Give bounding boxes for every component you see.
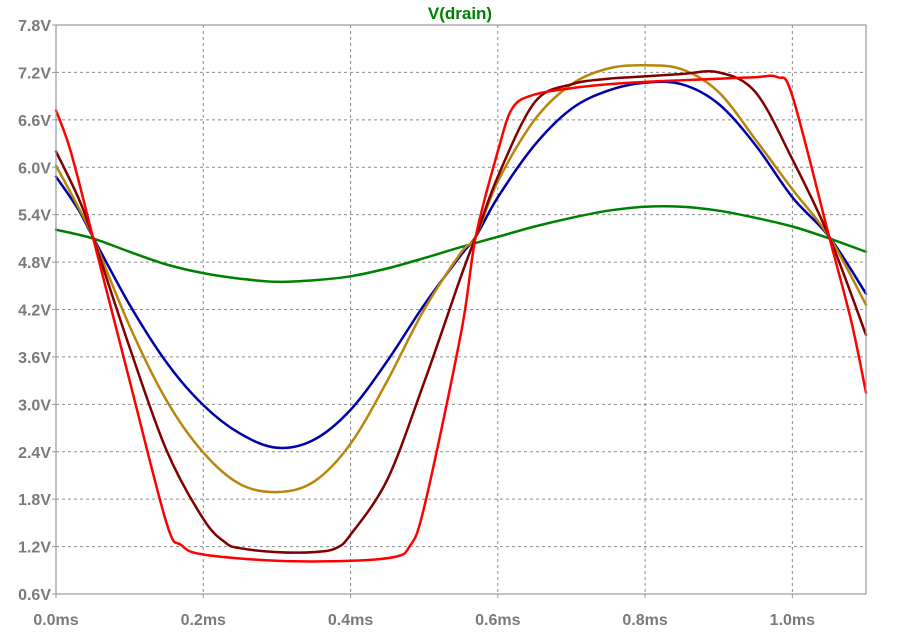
y-tick-label: 7.2V: [18, 65, 51, 82]
y-tick-label: 4.2V: [18, 303, 51, 320]
series-line-4: [54, 70, 868, 554]
y-tick-label: 2.4V: [18, 445, 51, 462]
y-tick-label: 7.8V: [18, 18, 51, 35]
x-tick-label: 0.0ms: [33, 612, 78, 629]
series-line-1: [54, 205, 868, 284]
y-tick-label: 4.8V: [18, 255, 51, 272]
y-tick-label: 1.8V: [18, 492, 51, 509]
grid-lines: [56, 25, 866, 594]
series-layer: [54, 64, 868, 563]
x-tick-label: 0.8ms: [622, 612, 667, 629]
y-tick-label: 5.4V: [18, 208, 51, 225]
y-tick-label: 6.6V: [18, 113, 51, 130]
y-tick-label: 0.6V: [18, 587, 51, 604]
series-line-5: [54, 74, 868, 563]
chart-title: V(drain): [428, 4, 492, 23]
y-tick-label: 3.6V: [18, 350, 51, 367]
y-axis-ticks: 0.6V 1.2V 1.8V 2.4V 3.0V 3.6V 4.2V 4.8V 5.4V 6.0V…: [18, 18, 56, 604]
series-line-2: [54, 80, 868, 450]
y-tick-label: 1.2V: [18, 540, 51, 557]
series-line-3: [54, 64, 868, 494]
x-axis-ticks: 0.0ms 0.2ms 0.4ms 0.6ms 0.8ms 1.0ms: [33, 594, 815, 629]
x-tick-label: 1.0ms: [770, 612, 815, 629]
x-tick-label: 0.4ms: [328, 612, 373, 629]
y-tick-label: 3.0V: [18, 397, 51, 414]
x-tick-label: 0.6ms: [475, 612, 520, 629]
x-tick-label: 0.2ms: [181, 612, 226, 629]
y-tick-label: 6.0V: [18, 160, 51, 177]
